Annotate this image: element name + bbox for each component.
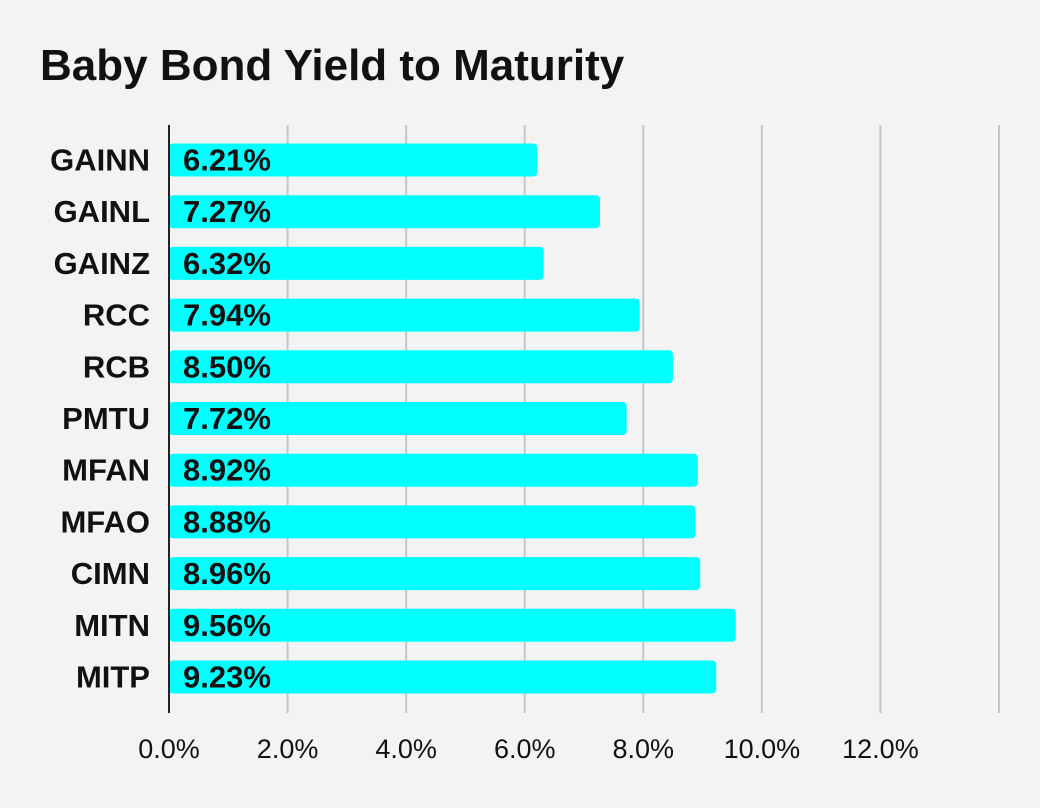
category-label: MITN [74,608,150,643]
bar-mitp [169,660,717,694]
bar-rcc [169,298,640,332]
category-label: MFAN [62,453,150,488]
value-label: 8.96% [183,556,271,591]
category-label: GAINL [54,194,150,229]
bar-mfao [169,505,696,539]
bar-mfan [169,453,698,487]
category-label: RCC [83,298,150,333]
x-tick-label: 6.0% [494,734,556,764]
category-label: MITP [76,660,150,695]
value-label: 6.32% [183,246,271,281]
x-tick-label: 4.0% [375,734,437,764]
category-label: CIMN [71,556,150,591]
value-label: 9.23% [183,660,271,695]
bar-mitn [169,608,736,642]
value-label: 6.21% [183,143,271,178]
bar-rcb [169,350,673,384]
bar-gainl [169,195,601,229]
bar-gainn [169,143,538,177]
x-tick-label: 0.0% [138,734,200,764]
bar-cimn [169,557,701,591]
category-label: RCB [83,349,150,384]
chart-title: Baby Bond Yield to Maturity [40,41,625,90]
value-label: 8.88% [183,504,271,539]
x-tick-label: 2.0% [257,734,319,764]
category-label: GAINZ [54,246,151,281]
bar-gainz [169,246,544,280]
category-label: PMTU [62,401,150,436]
x-tick-label: 10.0% [724,734,801,764]
bar-pmtu [169,402,627,435]
x-tick-label: 8.0% [613,734,675,764]
value-label: 8.50% [183,349,271,384]
value-label: 9.56% [183,608,271,643]
value-label: 7.72% [183,401,271,436]
category-label: GAINN [50,143,150,178]
category-label: MFAO [60,504,150,539]
value-label: 7.94% [183,298,271,333]
value-label: 7.27% [183,194,271,229]
x-tick-label: 12.0% [842,734,919,764]
labels: GAINN 6.21% GAINL 7.27% GAINZ 6.32% RCC 7.94% RC… [50,143,919,765]
value-label: 8.92% [183,453,271,488]
bars [169,143,736,694]
